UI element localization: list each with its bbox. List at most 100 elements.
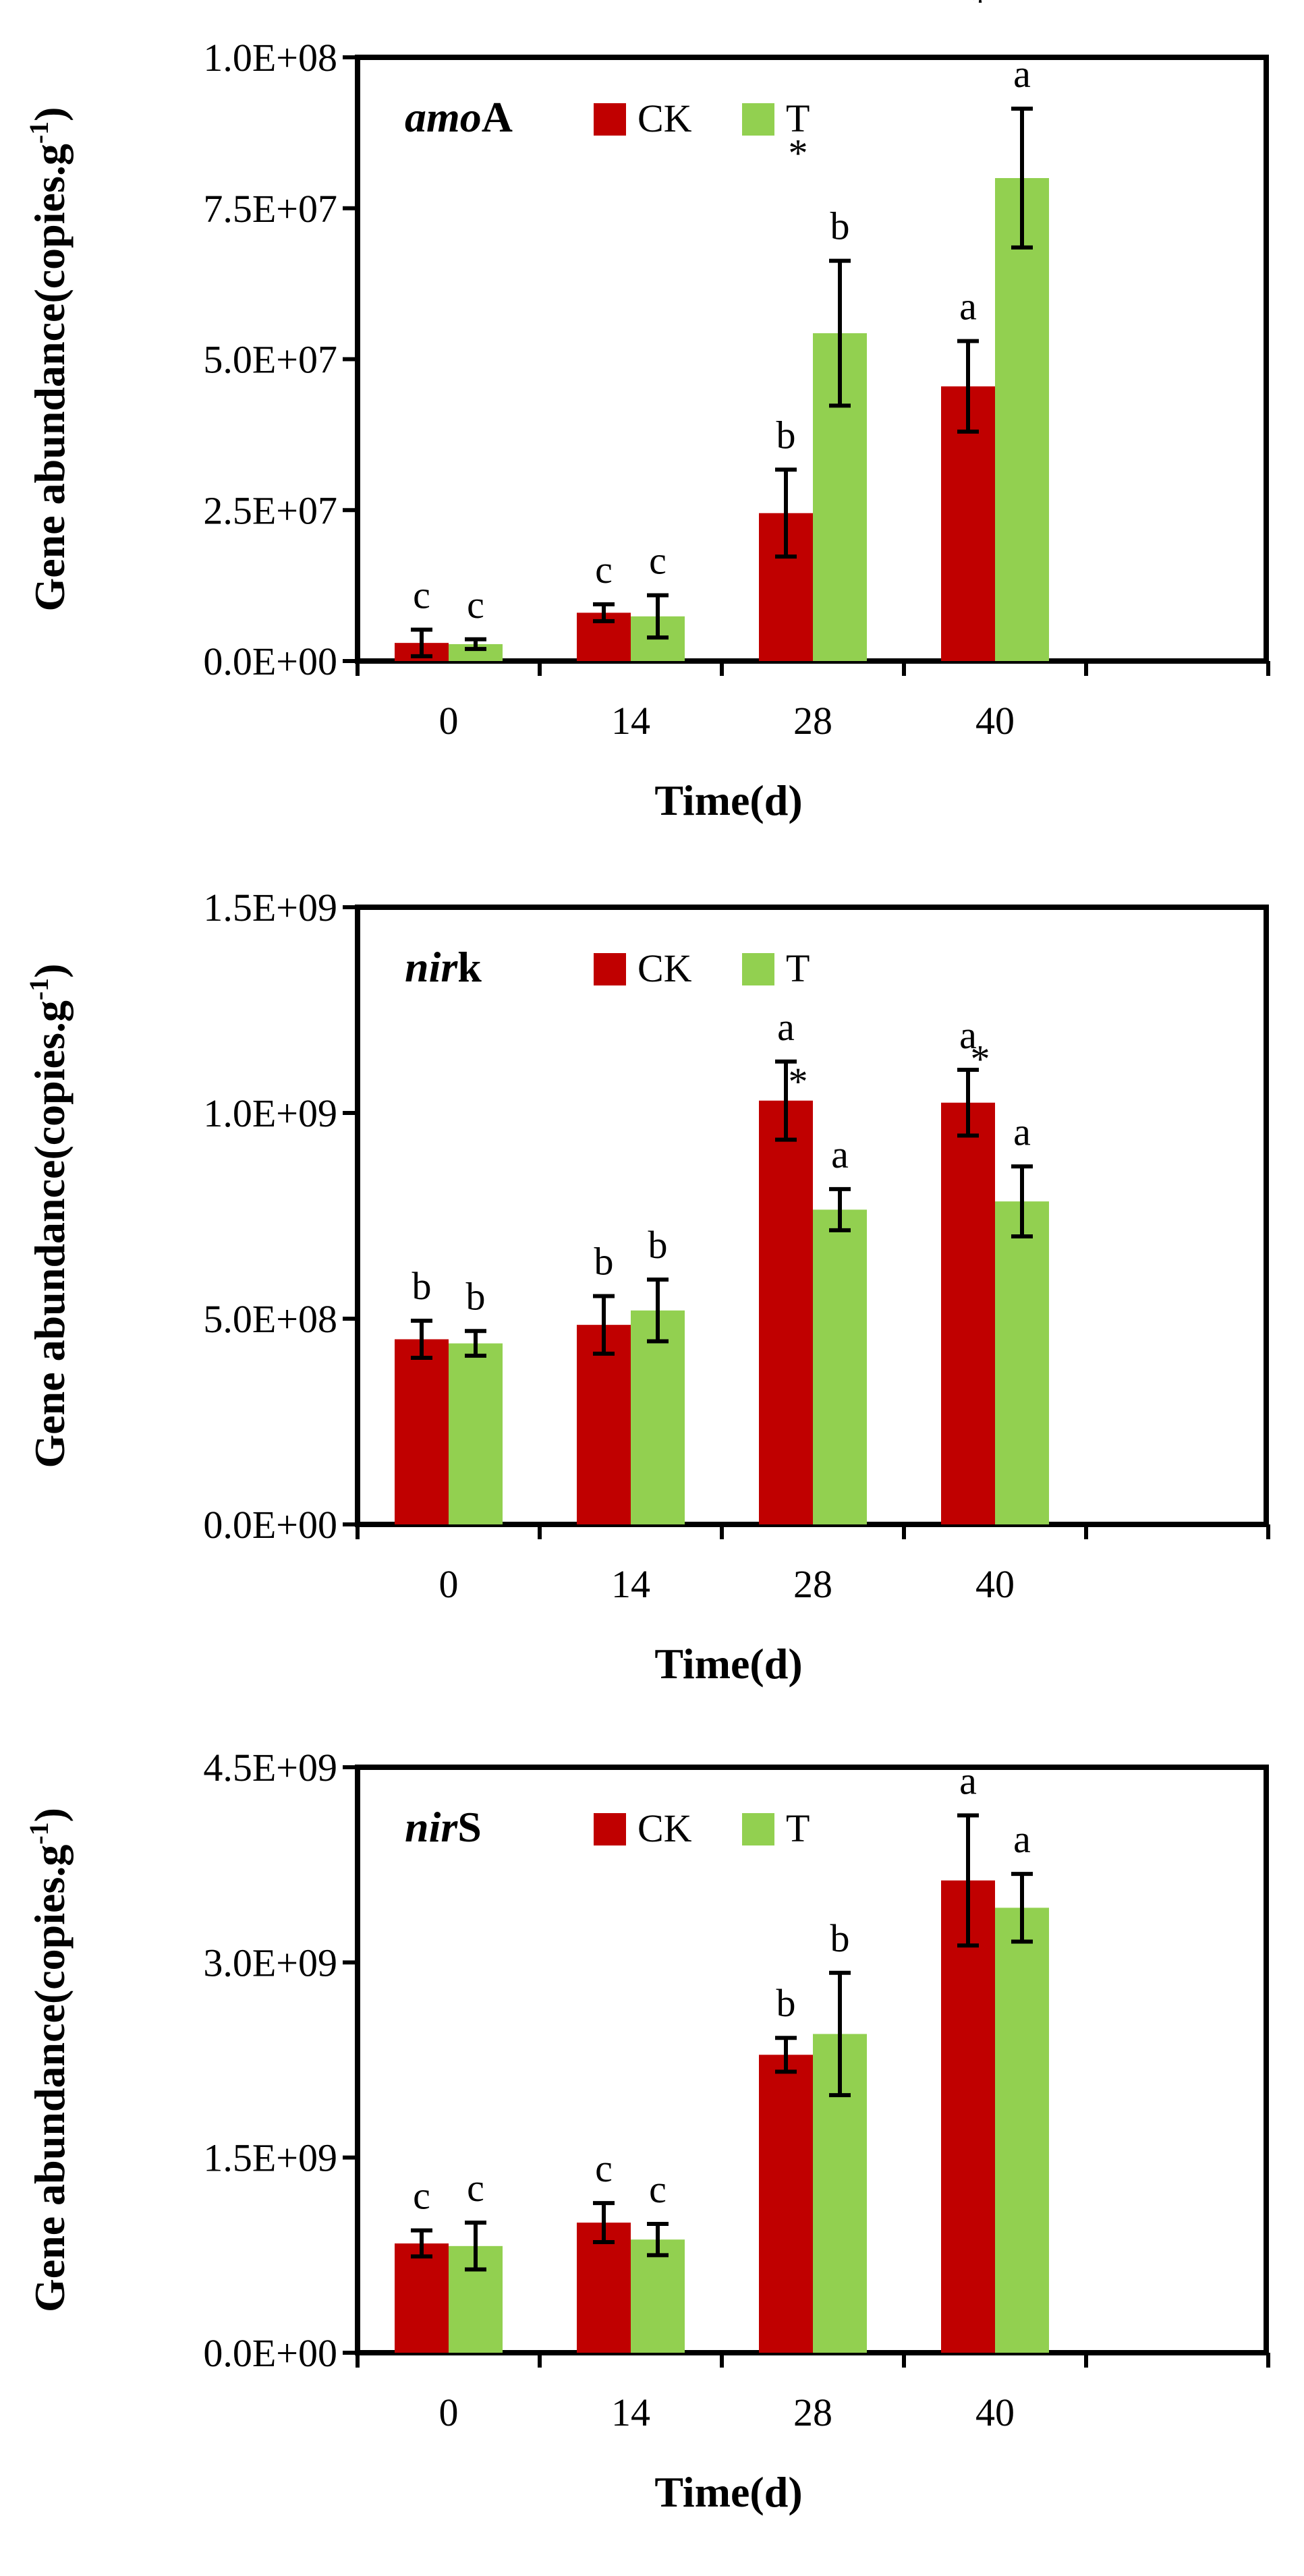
bar-t-40: [995, 1908, 1049, 2353]
bar-t-40: [995, 178, 1049, 661]
significance-letter: c: [467, 2166, 484, 2210]
y-axis-label-superscript: -1: [24, 978, 54, 1000]
y-axis-label-superscript: -1: [24, 1822, 54, 1844]
significance-letter: c: [595, 548, 613, 592]
significance-letter: b: [776, 413, 796, 457]
significance-letter: c: [467, 583, 484, 627]
significance-letter: a: [959, 1013, 977, 1057]
y-tick-label: 4.5E+09: [203, 1746, 337, 1790]
bar-t-14: [631, 1310, 685, 1524]
y-axis-label-main: Gene abundance(copies.g: [26, 1845, 74, 2312]
x-axis-label: Time(d): [654, 776, 802, 824]
significance-letter: c: [649, 2167, 667, 2211]
gene-name: nirk: [405, 943, 482, 991]
y-tick-label: 3.0E+09: [203, 1941, 337, 1984]
y-axis-label: Gene abundance(copies.g-1): [24, 1808, 74, 2312]
y-tick-label: 1.0E+09: [203, 1091, 337, 1135]
x-tick-label: 0: [439, 699, 459, 743]
significance-letter: c: [413, 573, 430, 617]
x-tick-label: 40: [975, 2391, 1015, 2434]
bar-ck-28: [759, 1100, 813, 1524]
legend-swatch-t: [742, 103, 774, 136]
bar-t-0: [449, 1343, 503, 1524]
y-axis-label-main: Gene abundance(copies.g: [26, 144, 74, 611]
y-axis-label-superscript: -1: [24, 121, 54, 144]
x-tick-label: 28: [793, 2391, 832, 2434]
significance-letter: b: [776, 1981, 796, 2025]
significance-star: *: [971, 0, 990, 23]
legend-swatch-t: [742, 953, 774, 985]
chart-panel-1: 0.0E+00 2.5E+07 5.0E+07 7.5E+07 1.0E+08 0 14 28…: [24, 0, 1270, 824]
significance-letter: b: [412, 1264, 432, 1308]
bar-t-14: [631, 2239, 685, 2353]
legend-label-t: T: [786, 946, 810, 990]
y-axis-label-end: ): [26, 963, 74, 977]
significance-letter: b: [594, 1239, 614, 1283]
bar-ck-0: [395, 2243, 449, 2353]
x-tick-label: 0: [439, 2391, 459, 2434]
significance-letter: b: [466, 1274, 486, 1318]
x-tick-label: 14: [611, 2391, 650, 2434]
significance-letter: c: [649, 538, 667, 582]
gene-name-italic: nir: [405, 943, 458, 991]
bar-t-28: [813, 1209, 867, 1524]
significance-star: *: [789, 1060, 808, 1104]
significance-letter: c: [413, 2174, 430, 2218]
bar-ck-40: [941, 1880, 995, 2353]
y-axis-label: Gene abundance(copies.g-1): [24, 963, 74, 1468]
y-tick-label: 0.0E+00: [203, 1503, 337, 1547]
gene-name-italic: nir: [405, 1803, 458, 1851]
y-axis-label: Gene abundance(copies.g-1): [24, 107, 74, 611]
legend-swatch-t: [742, 1813, 774, 1845]
significance-letter: b: [648, 1223, 668, 1267]
y-axis-label-main: Gene abundance(copies.g: [26, 1000, 74, 1468]
y-axis-label-end: ): [26, 107, 74, 121]
significance-letter: a: [831, 1133, 849, 1176]
x-tick-label: 40: [975, 1562, 1015, 1606]
y-tick-label: 1.5E+09: [203, 886, 337, 929]
y-tick-label: 2.5E+07: [203, 488, 337, 532]
significance-letter: a: [959, 1758, 977, 1802]
x-tick-label: 28: [793, 699, 832, 743]
significance-letter: a: [959, 285, 977, 328]
y-axis-label-end: ): [26, 1808, 74, 1822]
bar-ck-14: [577, 2223, 631, 2353]
gene-name: nirS: [405, 1803, 482, 1851]
legend-label-ck: CK: [637, 96, 692, 140]
y-tick-label: 1.0E+08: [203, 36, 337, 80]
y-tick-label: 7.5E+07: [203, 187, 337, 231]
x-axis-label: Time(d): [654, 2468, 802, 2516]
legend-swatch-ck: [594, 1813, 626, 1845]
significance-star: *: [971, 1037, 990, 1081]
bar-ck-28: [759, 2055, 813, 2353]
bar-ck-14: [577, 1325, 631, 1524]
legend-label-t: T: [786, 1806, 810, 1850]
chart-panel-3: 0.0E+00 1.5E+09 3.0E+09 4.5E+09 0 14 28 40 Time(…: [24, 1746, 1270, 2516]
significance-letter: a: [1013, 1817, 1031, 1861]
legend-label-ck: CK: [637, 1806, 692, 1850]
legend-swatch-ck: [594, 103, 626, 136]
x-tick-label: 40: [975, 699, 1015, 743]
significance-letter: a: [1013, 1110, 1031, 1153]
legend-label-ck: CK: [637, 946, 692, 990]
bar-ck-0: [395, 1339, 449, 1524]
gene-name-suffix: A: [482, 93, 513, 141]
gene-name-italic: amo: [405, 93, 482, 141]
x-tick-label: 0: [439, 1562, 459, 1606]
legend-swatch-ck: [594, 953, 626, 985]
significance-letter: c: [595, 2146, 613, 2190]
bar-t-40: [995, 1201, 1049, 1524]
y-tick-label: 0.0E+00: [203, 639, 337, 683]
significance-letter: a: [777, 1005, 795, 1049]
significance-star: *: [789, 132, 808, 175]
bar-ck-40: [941, 1102, 995, 1524]
y-tick-label: 5.0E+07: [203, 338, 337, 382]
gene-name: amoA: [405, 93, 513, 141]
x-tick-label: 14: [611, 1562, 650, 1606]
legend-label-t: T: [786, 96, 810, 140]
y-tick-label: 1.5E+09: [203, 2136, 337, 2180]
gene-name-suffix: S: [457, 1803, 482, 1851]
significance-letter: b: [830, 204, 850, 248]
x-tick-label: 14: [611, 699, 650, 743]
